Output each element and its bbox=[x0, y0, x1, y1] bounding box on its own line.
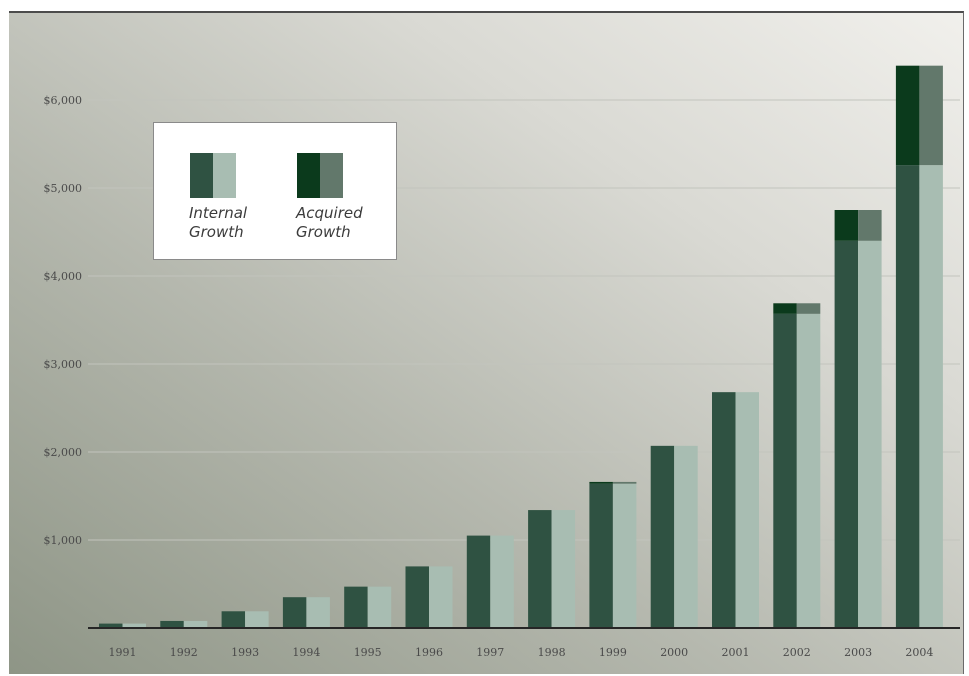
bar-internal-1995-dark bbox=[344, 586, 368, 628]
legend-swatch-internal-dark bbox=[190, 153, 213, 198]
bar-internal-1992-dark bbox=[160, 620, 184, 628]
bar-internal-1996-light bbox=[429, 566, 453, 628]
bar-acquired-2004-light bbox=[919, 65, 943, 166]
bar-internal-2004-light bbox=[919, 165, 943, 628]
x-tick-label-2002: 2002 bbox=[783, 646, 811, 659]
x-tick-label-1996: 1996 bbox=[415, 646, 443, 659]
x-tick-label-2000: 2000 bbox=[660, 646, 688, 659]
bar-internal-2002-dark bbox=[773, 313, 797, 628]
bar-internal-1998-dark bbox=[528, 510, 552, 628]
bar-internal-1999-dark bbox=[589, 483, 613, 628]
legend-swatch-acquired-dark bbox=[297, 153, 320, 198]
bar-acquired-2003-dark bbox=[834, 210, 859, 241]
legend-label-acquired-line2: Growth bbox=[296, 223, 351, 241]
x-tick-label-2004: 2004 bbox=[905, 646, 933, 659]
y-tick-label-2000: $2,000 bbox=[44, 446, 83, 459]
x-tick-label-1991: 1991 bbox=[109, 646, 137, 659]
legend-label-acquired-line1: Acquired bbox=[296, 204, 363, 222]
bar-internal-2004-dark bbox=[895, 165, 920, 628]
bar-acquired-1999-light bbox=[612, 481, 637, 484]
x-tick-label-1994: 1994 bbox=[292, 646, 320, 659]
bar-acquired-2002-light bbox=[796, 303, 821, 314]
x-tick-label-2001: 2001 bbox=[722, 646, 750, 659]
bar-acquired-1999-dark bbox=[589, 481, 613, 484]
x-tick-label-1992: 1992 bbox=[170, 646, 198, 659]
legend-label-acquired: Acquired Growth bbox=[296, 204, 396, 242]
bar-internal-2001-dark bbox=[712, 392, 736, 628]
bar-internal-1999-light bbox=[612, 483, 637, 628]
bar-internal-1991-dark bbox=[99, 623, 123, 628]
legend: Internal Growth Acquired Growth bbox=[153, 122, 397, 260]
bar-acquired-2002-dark bbox=[773, 303, 797, 314]
x-tick-label-1998: 1998 bbox=[538, 646, 566, 659]
bar-internal-1997-dark bbox=[466, 535, 491, 628]
legend-label-internal: Internal Growth bbox=[189, 204, 289, 242]
bar-internal-2000-light bbox=[674, 445, 698, 628]
bar-internal-2001-light bbox=[735, 392, 759, 628]
y-tick-label-4000: $4,000 bbox=[44, 270, 83, 283]
legend-label-internal-line2: Growth bbox=[189, 223, 244, 241]
bar-internal-1993-light bbox=[245, 611, 269, 628]
legend-swatch-acquired-light bbox=[320, 153, 343, 198]
x-tick-label-2003: 2003 bbox=[844, 646, 872, 659]
bar-internal-2000-dark bbox=[650, 445, 675, 628]
bar-internal-1994-dark bbox=[282, 597, 307, 628]
bar-internal-1996-dark bbox=[405, 566, 429, 628]
y-tick-label-6000: $6,000 bbox=[44, 94, 83, 107]
legend-swatch-internal-light bbox=[213, 153, 236, 198]
bar-internal-1991-light bbox=[122, 623, 146, 628]
x-tick-label-1997: 1997 bbox=[476, 646, 504, 659]
legend-label-internal-line1: Internal bbox=[189, 204, 248, 222]
bar-internal-2002-light bbox=[796, 313, 821, 628]
bar-internal-2003-dark bbox=[834, 240, 859, 629]
x-tick-label-1995: 1995 bbox=[354, 646, 382, 659]
bar-internal-1992-light bbox=[183, 620, 208, 628]
bar-internal-2003-light bbox=[858, 240, 882, 629]
y-tick-label-5000: $5,000 bbox=[44, 182, 83, 195]
bar-internal-1998-light bbox=[551, 510, 576, 628]
bar-internal-1993-dark bbox=[221, 611, 246, 628]
bar-acquired-2004-dark bbox=[895, 65, 920, 166]
x-tick-label-1993: 1993 bbox=[231, 646, 259, 659]
y-tick-label-3000: $3,000 bbox=[44, 358, 83, 371]
bar-internal-1995-light bbox=[367, 586, 392, 628]
x-tick-label-1999: 1999 bbox=[599, 646, 627, 659]
bar-internal-1997-light bbox=[490, 535, 514, 628]
bar-internal-1994-light bbox=[306, 597, 330, 628]
y-tick-label-1000: $1,000 bbox=[44, 534, 83, 547]
bar-acquired-2003-light bbox=[858, 210, 882, 241]
